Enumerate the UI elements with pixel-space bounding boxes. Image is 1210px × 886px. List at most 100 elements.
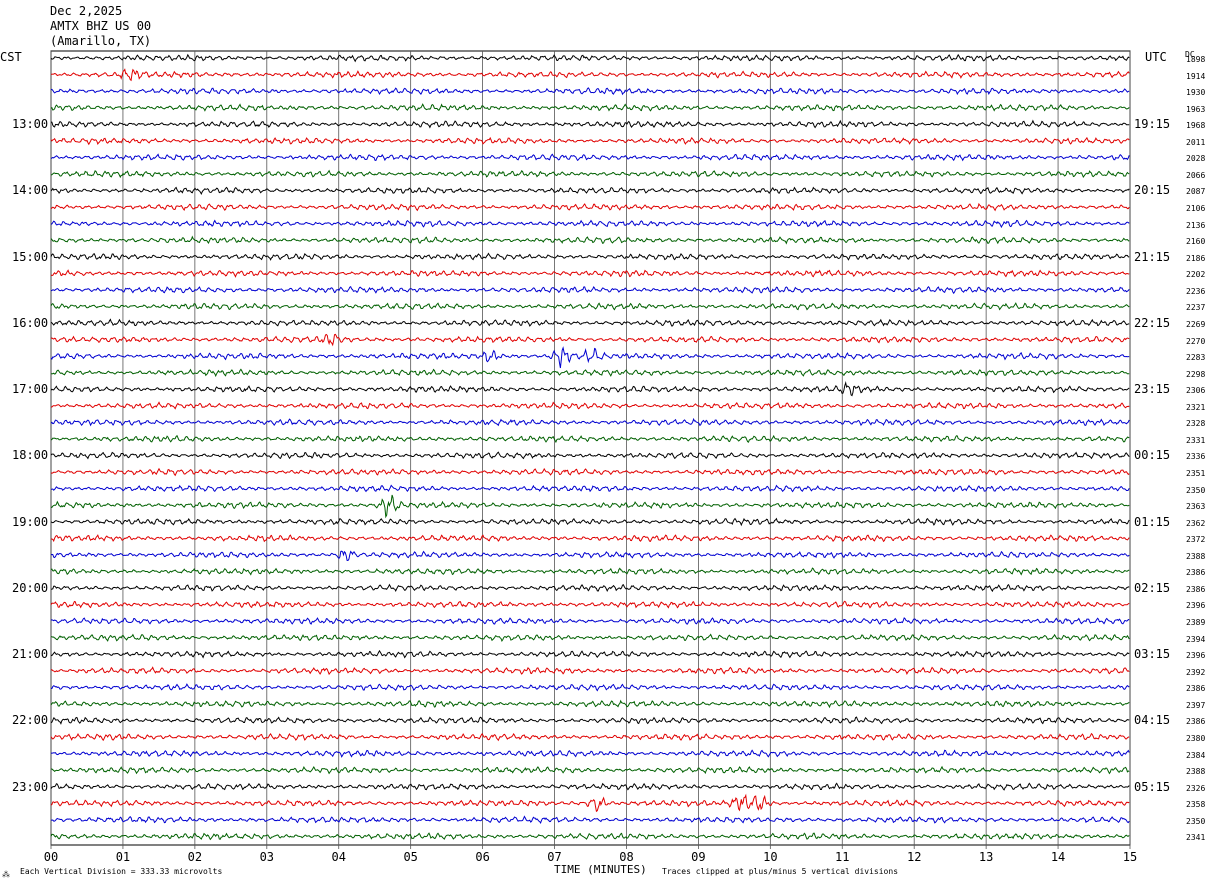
- dc-offset-value: 2298: [1186, 369, 1206, 379]
- seismic-trace-21: [51, 401, 1130, 410]
- dc-offset-value: 2392: [1186, 667, 1206, 677]
- dc-offset-value: 2363: [1186, 502, 1206, 512]
- seismic-trace-46: [51, 815, 1130, 824]
- seismic-trace-41: [50, 732, 1130, 742]
- left-hour-label: 16:00: [12, 315, 49, 330]
- dc-offset-value: 1968: [1186, 121, 1206, 131]
- plot-date: Dec 2,2025: [50, 4, 123, 18]
- dc-offset-value: 2341: [1186, 833, 1206, 843]
- left-hour-label: 18:00: [12, 448, 49, 463]
- dc-offset-value: 2331: [1186, 435, 1206, 445]
- seismic-trace-7: [50, 169, 1130, 179]
- dc-offset-value: 2350: [1186, 485, 1206, 495]
- dc-offset-value: 2362: [1186, 518, 1206, 528]
- right-hour-label: 05:15: [1134, 779, 1171, 794]
- x-tick-label: 12: [907, 850, 921, 864]
- seismic-trace-23: [50, 434, 1130, 444]
- seismic-trace-29: [50, 534, 1130, 543]
- left-hour-label: 13:00: [12, 117, 49, 132]
- dc-offset-value: 2011: [1186, 137, 1206, 147]
- seismic-trace-45: [50, 793, 1130, 813]
- right-hour-label: 02:15: [1134, 580, 1171, 595]
- station-name: AMTX BHZ US 00: [50, 19, 152, 33]
- seismic-trace-14: [50, 285, 1130, 295]
- left-hour-label: 22:00: [12, 713, 49, 728]
- dc-offset-value: 2397: [1186, 700, 1206, 710]
- dc-offset-value: 2106: [1186, 204, 1206, 214]
- right-hour-label: 04:15: [1134, 713, 1171, 728]
- seismic-trace-2: [50, 87, 1130, 96]
- dc-offset-value: 1963: [1186, 104, 1206, 114]
- x-tick-label: 09: [691, 850, 705, 864]
- seismic-trace-4: [50, 119, 1130, 129]
- x-tick-label: 02: [188, 850, 202, 864]
- seismic-trace-15: [50, 302, 1130, 311]
- x-tick-label: 06: [475, 850, 489, 864]
- seismic-trace-27: [50, 494, 1130, 519]
- x-tick-label: 07: [547, 850, 561, 864]
- left-hour-label: 19:00: [12, 514, 49, 529]
- dc-offset-value: 1930: [1186, 88, 1206, 98]
- x-tick-label: 15: [1123, 850, 1137, 864]
- dc-offset-value: 1914: [1186, 71, 1206, 81]
- left-hour-label: 15:00: [12, 249, 49, 264]
- seismic-trace-42: [50, 749, 1130, 758]
- dc-offset-value: 2350: [1186, 816, 1206, 826]
- dc-offset-value: 2386: [1186, 568, 1206, 578]
- x-tick-label: 01: [116, 850, 130, 864]
- dc-offset-value: 2396: [1186, 601, 1206, 611]
- x-tick-label: 04: [332, 850, 346, 864]
- dc-offset-value: 2306: [1186, 386, 1206, 396]
- dc-offset-value: 2388: [1186, 767, 1206, 777]
- legend-icon: ⁂: [2, 870, 10, 879]
- dc-offset-value: 2136: [1186, 220, 1206, 230]
- dc-offset-value: 2270: [1186, 336, 1206, 346]
- seismic-trace-47: [50, 832, 1130, 841]
- x-tick-label: 08: [619, 850, 633, 864]
- x-tick-label: 11: [835, 850, 849, 864]
- dc-offset-value: 2372: [1186, 535, 1206, 545]
- x-tick-label: 00: [44, 850, 58, 864]
- right-hour-label: 23:15: [1134, 382, 1171, 397]
- seismic-trace-1: [51, 68, 1130, 82]
- clip-note: Traces clipped at plus/minus 5 vertical …: [662, 867, 899, 876]
- left-hour-label: 14:00: [12, 183, 49, 198]
- seismic-trace-44: [50, 782, 1130, 791]
- left-timezone-label: CST: [0, 50, 22, 64]
- seismic-trace-8: [50, 186, 1130, 196]
- dc-offset-value: 2351: [1186, 469, 1206, 478]
- dc-offset-value: 2386: [1186, 717, 1206, 727]
- left-hour-label: 20:00: [12, 580, 49, 595]
- dc-offset-value: 2269: [1186, 319, 1206, 329]
- seismic-trace-11: [50, 235, 1130, 245]
- seismic-trace-20: [50, 381, 1130, 397]
- dc-offset-value: 2066: [1186, 170, 1206, 180]
- right-hour-label: 00:15: [1134, 448, 1171, 463]
- seismic-trace-5: [50, 136, 1130, 146]
- right-timezone-label: UTC: [1145, 50, 1167, 64]
- seismic-trace-3: [50, 103, 1130, 112]
- dc-offset-value: 2389: [1186, 618, 1206, 628]
- dc-offset-value: 2386: [1186, 684, 1206, 694]
- seismic-trace-13: [50, 269, 1130, 278]
- dc-offset-value: 2186: [1186, 253, 1206, 263]
- x-tick-label: 14: [1051, 850, 1065, 864]
- dc-offset-value: 2321: [1186, 402, 1206, 412]
- dc-offset-value: 2326: [1186, 783, 1206, 793]
- seismic-trace-9: [50, 202, 1130, 212]
- seismic-trace-22: [50, 417, 1130, 427]
- plot-frame: [50, 50, 1131, 846]
- dc-offset-value: 2236: [1186, 286, 1206, 296]
- dc-header: DC: [1185, 50, 1195, 59]
- right-hour-label: 19:15: [1134, 117, 1171, 132]
- dc-offset-value: 2202: [1186, 270, 1206, 280]
- seismic-trace-17: [50, 333, 1130, 347]
- right-hour-label: 03:15: [1134, 647, 1171, 662]
- seismic-trace-16: [50, 318, 1130, 327]
- right-hour-label: 20:15: [1134, 183, 1171, 198]
- dc-offset-value: 2396: [1186, 651, 1206, 661]
- seismic-trace-38: [51, 683, 1130, 692]
- dc-offset-value: 2336: [1186, 452, 1206, 462]
- right-hour-label: 22:15: [1134, 315, 1171, 330]
